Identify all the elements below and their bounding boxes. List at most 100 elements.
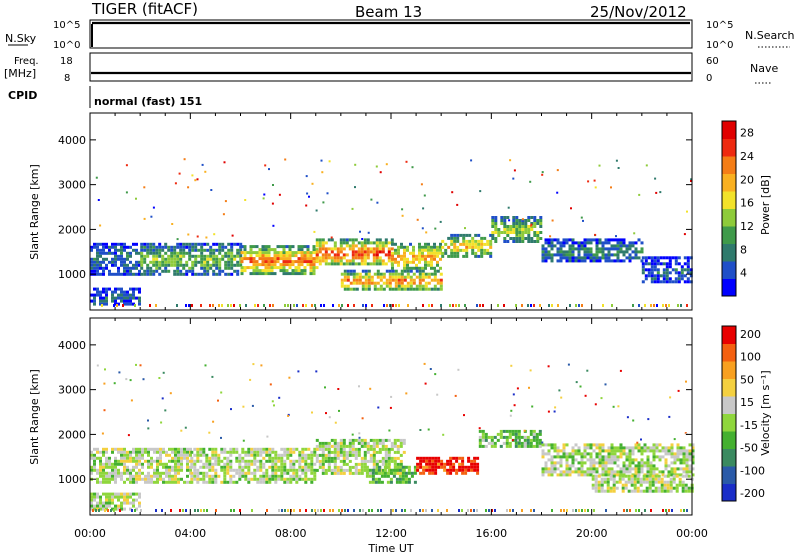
heatmap-cell <box>224 260 228 264</box>
heatmap-cell <box>625 470 629 474</box>
heatmap-cell <box>99 290 102 294</box>
heatmap-cell <box>220 447 224 451</box>
heatmap-cell <box>212 242 216 246</box>
heatmap-cell <box>187 233 190 236</box>
heatmap-cell <box>640 452 644 456</box>
heatmap-cell <box>268 447 272 451</box>
heatmap-cell <box>90 507 93 511</box>
heatmap-cell <box>321 459 325 463</box>
heatmap-cell <box>421 275 425 279</box>
heatmap-cell <box>421 266 424 270</box>
heatmap-cell <box>120 501 123 505</box>
heatmap-cell <box>364 284 368 288</box>
heatmap-cell <box>342 453 346 457</box>
heatmap-cell <box>491 237 495 240</box>
heatmap-cell <box>372 253 376 257</box>
heatmap-cell <box>308 195 310 198</box>
heatmap-cell <box>613 244 617 248</box>
heatmap-cell <box>99 471 102 475</box>
heatmap-cell <box>135 266 138 270</box>
freq-tick-bottom: 8 <box>64 73 70 84</box>
heatmap-cell <box>559 244 563 248</box>
heatmap-cell <box>123 453 126 457</box>
heatmap-cell <box>300 263 304 267</box>
heatmap-cell <box>351 238 355 242</box>
heatmap-cell <box>418 275 422 279</box>
heatmap-cell <box>372 256 376 260</box>
heatmap-cell <box>594 233 597 236</box>
heatmap-cell <box>544 256 548 260</box>
heatmap-cell <box>295 474 299 478</box>
heatmap-cell <box>604 473 608 477</box>
heatmap-cell <box>654 474 658 478</box>
heatmap-cell <box>436 245 439 249</box>
heatmap-cell <box>135 459 138 463</box>
heatmap-cell <box>655 443 659 447</box>
heatmap-cell <box>190 456 194 460</box>
heatmap-cell <box>613 446 617 450</box>
heatmap-cell <box>544 241 548 245</box>
heatmap-cell <box>433 254 436 258</box>
heatmap-cell <box>421 284 425 288</box>
heatmap-cell <box>297 260 301 264</box>
heatmap-cell <box>114 465 117 469</box>
heatmap-cell <box>102 242 105 246</box>
heatmap-cell <box>295 468 299 472</box>
heatmap-cell <box>242 405 245 408</box>
heatmap-cell <box>230 254 234 258</box>
heatmap-cell <box>324 468 328 472</box>
heatmap-cell <box>252 260 256 264</box>
heatmap-cell <box>617 167 620 169</box>
heatmap-cell <box>658 455 662 459</box>
heatmap-cell <box>646 458 650 462</box>
heatmap-cell <box>206 242 210 246</box>
heatmap-cell <box>412 245 415 249</box>
heatmap-cell <box>96 257 99 261</box>
heatmap-cell <box>351 433 354 436</box>
heatmap-cell <box>481 429 485 433</box>
heatmap-cell <box>367 284 371 288</box>
heatmap-cell <box>111 263 114 267</box>
heatmap-cell <box>149 269 153 273</box>
heatmap-cell <box>685 464 689 468</box>
heatmap-cell <box>515 219 519 222</box>
heatmap-cell <box>583 446 587 450</box>
colorbar-tick-label: -100 <box>740 464 765 477</box>
heatmap-cell <box>174 456 177 460</box>
heatmap-cell <box>90 471 93 475</box>
heatmap-cell <box>351 453 355 457</box>
heatmap-cell <box>547 244 551 248</box>
heatmap-cell <box>117 507 120 511</box>
heatmap-cell <box>427 242 430 246</box>
heatmap-cell <box>366 256 370 260</box>
heatmap-cell <box>301 450 305 454</box>
heatmap-cell <box>427 260 430 264</box>
heatmap-cell <box>170 263 174 267</box>
heatmap-cell <box>150 456 153 460</box>
heatmap-cell <box>229 459 233 463</box>
heatmap-cell <box>274 459 278 463</box>
heatmap-cell <box>249 266 253 270</box>
heatmap-cell <box>177 456 180 460</box>
heatmap-cell <box>351 244 355 248</box>
heatmap-cell <box>135 197 137 200</box>
heatmap-cell <box>616 247 620 251</box>
heatmap-cell <box>605 509 607 512</box>
colorbar-segment <box>722 326 736 344</box>
heatmap-cell <box>270 257 274 261</box>
heatmap-cell <box>571 244 575 248</box>
heatmap-cell <box>389 304 391 307</box>
heatmap-cell <box>190 474 194 478</box>
heatmap-cell <box>146 272 150 276</box>
heatmap-cell <box>394 272 398 276</box>
heatmap-cell <box>538 432 542 436</box>
heatmap-cell <box>683 274 687 278</box>
heatmap-cell <box>349 269 353 273</box>
heatmap-cell <box>221 304 223 307</box>
heatmap-cell <box>655 467 659 471</box>
heatmap-cell <box>651 477 655 481</box>
heatmap-cell <box>108 477 111 481</box>
heatmap-cell <box>202 447 206 451</box>
heatmap-cell <box>199 447 203 451</box>
heatmap-cell <box>270 266 274 270</box>
